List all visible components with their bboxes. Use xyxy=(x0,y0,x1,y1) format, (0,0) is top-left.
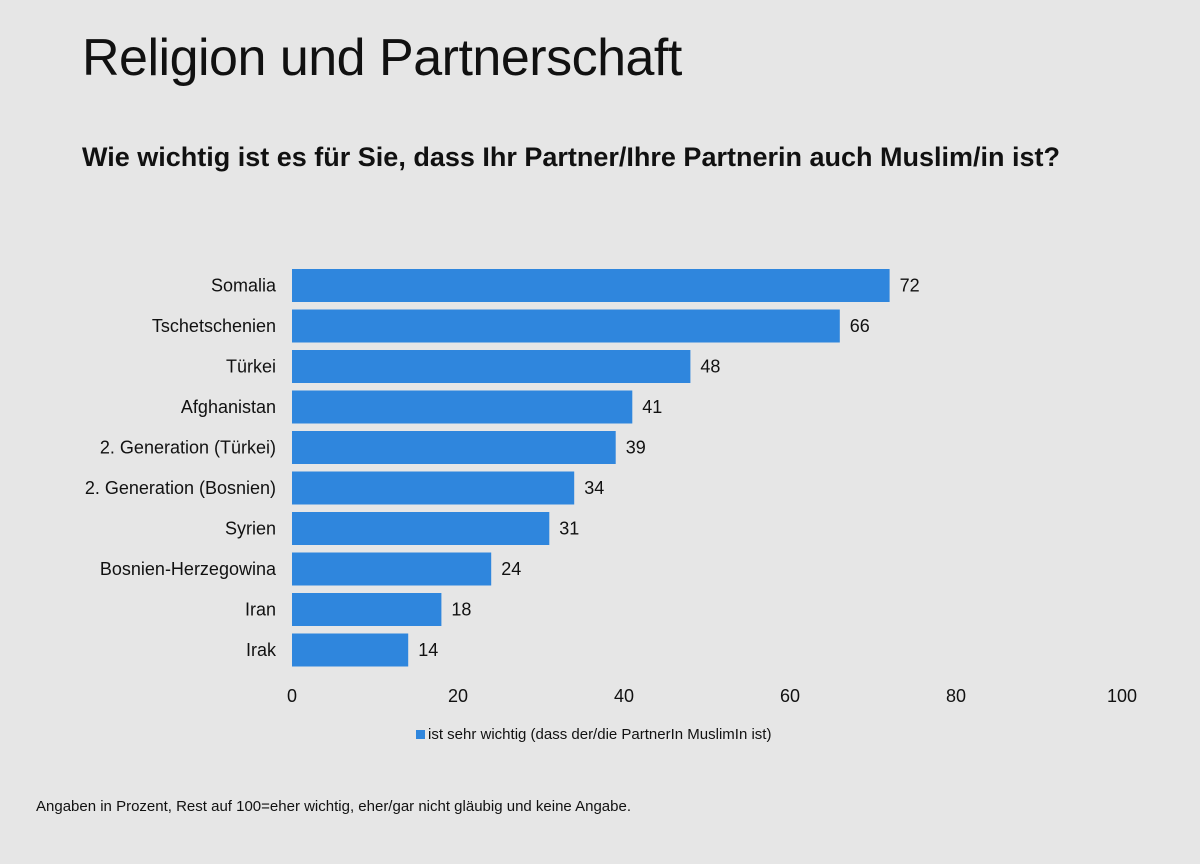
x-tick-label: 20 xyxy=(448,686,468,706)
data-label: 48 xyxy=(700,357,720,377)
x-tick-label: 80 xyxy=(946,686,966,706)
data-label: 18 xyxy=(451,600,471,620)
chart-subtitle: Wie wichtig ist es für Sie, dass Ihr Par… xyxy=(82,142,1060,172)
category-label: 2. Generation (Bosnien) xyxy=(85,478,276,498)
bar xyxy=(292,390,633,424)
bar xyxy=(292,471,575,505)
legend: ist sehr wichtig (dass der/die PartnerIn… xyxy=(416,726,771,743)
bar xyxy=(292,593,442,626)
category-label: 2. Generation (Türkei) xyxy=(100,438,276,458)
chart-title: Religion und Partnerschaft xyxy=(82,29,682,87)
data-label: 34 xyxy=(584,478,604,498)
data-label: 31 xyxy=(559,519,579,539)
data-label: 41 xyxy=(642,397,662,417)
x-tick-label: 100 xyxy=(1107,686,1137,706)
category-label: Syrien xyxy=(225,519,276,539)
footnote: Angaben in Prozent, Rest auf 100=eher wi… xyxy=(36,798,631,815)
x-tick-label: 40 xyxy=(614,686,634,706)
data-label: 14 xyxy=(418,640,438,660)
x-tick-label: 60 xyxy=(780,686,800,706)
x-tick-label: 0 xyxy=(287,686,297,706)
data-label: 39 xyxy=(626,438,646,458)
bar xyxy=(292,350,691,383)
category-label: Türkei xyxy=(226,357,276,377)
data-label: 72 xyxy=(900,276,920,296)
bar xyxy=(292,512,550,545)
bar xyxy=(292,633,409,667)
data-label: 24 xyxy=(501,559,521,579)
bar xyxy=(292,269,890,302)
category-label: Afghanistan xyxy=(181,397,276,417)
category-label: Irak xyxy=(246,640,277,660)
category-label: Tschetschenien xyxy=(152,316,276,336)
category-label: Somalia xyxy=(211,276,277,296)
data-label: 66 xyxy=(850,316,870,336)
bar xyxy=(292,309,840,343)
category-label: Bosnien-Herzegowina xyxy=(100,559,277,579)
bar xyxy=(292,431,616,464)
category-label: Iran xyxy=(245,600,276,620)
legend-swatch xyxy=(416,730,425,739)
bar xyxy=(292,552,492,586)
legend-label: ist sehr wichtig (dass der/die PartnerIn… xyxy=(428,726,772,743)
